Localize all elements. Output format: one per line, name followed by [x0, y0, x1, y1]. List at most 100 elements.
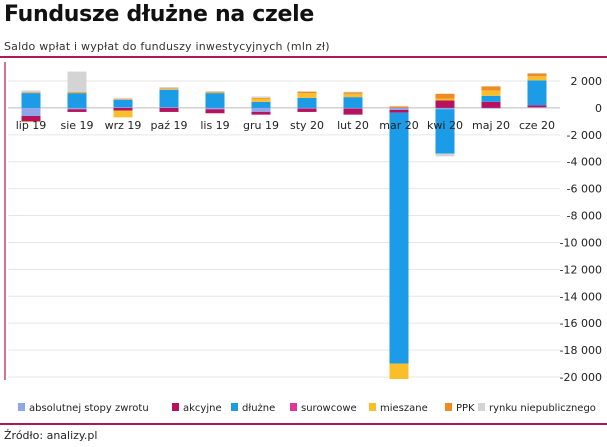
stacked-bar-chart: 2 000 0 -2 000 -4 000 -6 000 -8 000 -10 000 -12…: [4, 62, 603, 414]
bar-ppk-lut-20: [343, 92, 363, 94]
bar-rynku-niepublicznego-paź-19: [159, 87, 179, 89]
legend-label: surowcowe: [301, 403, 357, 414]
bar-akcyjne-sty-20: [297, 108, 317, 112]
legend-swatch: [445, 403, 452, 411]
legend-swatch: [478, 403, 485, 411]
x-tick-label: paź 19: [151, 119, 188, 132]
bar-akcyjne-lip-19: [21, 115, 41, 122]
bar-akcyjne-sie-19: [67, 109, 87, 112]
x-tick-label: lip 19: [16, 119, 47, 132]
bar-ppk-wrz-19: [113, 99, 133, 100]
bar-rynku-niepublicznego-sie-19: [67, 71, 87, 92]
legend-swatch: [290, 403, 297, 411]
y-tick-label: 0: [595, 102, 602, 115]
legend-swatch: [172, 403, 179, 411]
bar-akcyjne-lut-20: [343, 108, 363, 115]
bar-dłużne-mar-20: [389, 112, 409, 364]
source-note: Źródło: analizy.pl: [4, 429, 98, 442]
bar-ppk-sie-19: [67, 91, 87, 93]
x-tick-label: wrz 19: [105, 119, 142, 132]
bar-mieszane-mar-20: [389, 363, 409, 380]
bar-dłużne-cze-20: [527, 80, 547, 106]
bar-absolutnej-stopy-zwrotu-gru-19: [251, 107, 271, 112]
bar-dłużne-lis-19: [205, 93, 225, 108]
bar-absolutnej-stopy-zwrotu-mar-20: [389, 107, 409, 110]
legend-swatch: [231, 403, 238, 411]
bar-ppk-maj-20: [481, 86, 501, 91]
x-tick-label: cze 20: [519, 119, 555, 132]
legend-swatch: [369, 403, 376, 411]
bar-akcyjne-paź-19: [159, 107, 179, 112]
y-tick-label: -14 000: [560, 290, 602, 303]
footer-rule: [0, 423, 607, 425]
bar-akcyjne-kwi-20: [435, 100, 455, 108]
bar-mieszane-lip-19: [21, 121, 41, 123]
y-tick-label: -2 000: [567, 129, 602, 142]
x-tick-label: sie 19: [60, 119, 93, 132]
x-tick-label: gru 19: [243, 119, 279, 132]
header-rule: [0, 56, 607, 58]
bar-ppk-gru-19: [251, 97, 271, 99]
chart-title: Fundusze dłużne na czele: [4, 2, 314, 27]
legend: absolutnej stopy zwrotu akcyjne dłużne suro…: [18, 403, 596, 414]
x-tick-label: kwi 20: [427, 119, 463, 132]
legend-item-akcyjne: akcyjne: [172, 403, 222, 414]
bar-mieszane-lut-20: [343, 93, 363, 98]
x-tick-label: maj 20: [472, 119, 510, 132]
legend-item-absolutnej-stopy-zwrotu: absolutnej stopy zwrotu: [18, 403, 149, 414]
bar-rynku-niepublicznego-lis-19: [205, 91, 225, 92]
bar-absolutnej-stopy-zwrotu-cze-20: [527, 107, 547, 108]
x-tick-label: sty 20: [290, 119, 324, 132]
bar-akcyjne-maj-20: [481, 101, 501, 108]
grid-lines: [8, 80, 560, 378]
bar-mieszane-paź-19: [159, 89, 179, 90]
bar-absolutnej-stopy-zwrotu-kwi-20: [435, 107, 455, 110]
bar-dłużne-sie-19: [67, 93, 87, 108]
y-tick-label: 2 000: [571, 75, 603, 88]
bar-absolutnej-stopy-zwrotu-sie-19: [67, 107, 87, 110]
y-tick-label: -6 000: [567, 183, 602, 196]
bar-mieszane-lis-19: [205, 92, 225, 94]
bar-absolutnej-stopy-zwrotu-paź-19: [159, 107, 179, 108]
bar-rynku-niepublicznego-gru-19: [251, 96, 271, 98]
y-tick-label: -12 000: [560, 263, 602, 276]
bar-absolutnej-stopy-zwrotu-sty-20: [297, 107, 317, 109]
legend-item-rynku-niepublicznego: rynku niepublicznego: [478, 403, 596, 414]
legend-label: rynku niepublicznego: [489, 403, 596, 414]
bar-akcyjne-gru-19: [251, 111, 271, 115]
bar-dłużne-wrz-19: [113, 99, 133, 108]
y-tick-label: -18 000: [560, 344, 602, 357]
bar-ppk-sty-20: [297, 91, 317, 94]
bar-rynku-niepublicznego-lut-20: [343, 91, 363, 93]
bar-absolutnej-stopy-zwrotu-lip-19: [21, 107, 41, 116]
bar-akcyjne-wrz-19: [113, 107, 133, 111]
bar-mieszane-wrz-19: [113, 110, 133, 118]
bar-rynku-niepublicznego-lip-19: [21, 90, 41, 93]
bar-mieszane-sie-19: [67, 92, 87, 94]
bar-dłużne-maj-20: [481, 95, 501, 102]
bar-absolutnej-stopy-zwrotu-lis-19: [205, 107, 225, 110]
chart-subtitle: Saldo wpłat i wypłat do funduszy inwesty…: [4, 40, 330, 53]
bar-dłużne-paź-19: [159, 89, 179, 108]
bar-akcyjne-mar-20: [389, 109, 409, 113]
bar-mieszane-kwi-20: [435, 98, 455, 101]
bar-akcyjne-cze-20: [527, 105, 547, 108]
bar-rynku-niepublicznego-cze-20: [527, 72, 547, 74]
bar-mieszane-sty-20: [297, 93, 317, 98]
legend-item-dłużne: dłużne: [231, 403, 275, 414]
bar-rynku-niepublicznego-mar-20: [389, 105, 409, 107]
legend-label: dłużne: [242, 403, 275, 414]
legend-item-ppk: PPK: [445, 403, 475, 414]
bar-rynku-niepublicznego-wrz-19: [113, 97, 133, 100]
bar-absolutnej-stopy-zwrotu-wrz-19: [113, 107, 133, 108]
bar-akcyjne-lis-19: [205, 109, 225, 114]
bar-ppk-mar-20: [389, 106, 409, 108]
legend-label: absolutnej stopy zwrotu: [29, 403, 149, 414]
bar-mieszane-maj-20: [481, 90, 501, 96]
bar-ppk-paź-19: [159, 88, 179, 90]
bar-absolutnej-stopy-zwrotu-maj-20: [481, 107, 501, 109]
x-tick-label: lut 20: [337, 119, 369, 132]
y-tick-label: -20 000: [560, 371, 602, 384]
x-tick-label: lis 19: [200, 119, 229, 132]
bar-ppk-lip-19: [21, 92, 41, 94]
